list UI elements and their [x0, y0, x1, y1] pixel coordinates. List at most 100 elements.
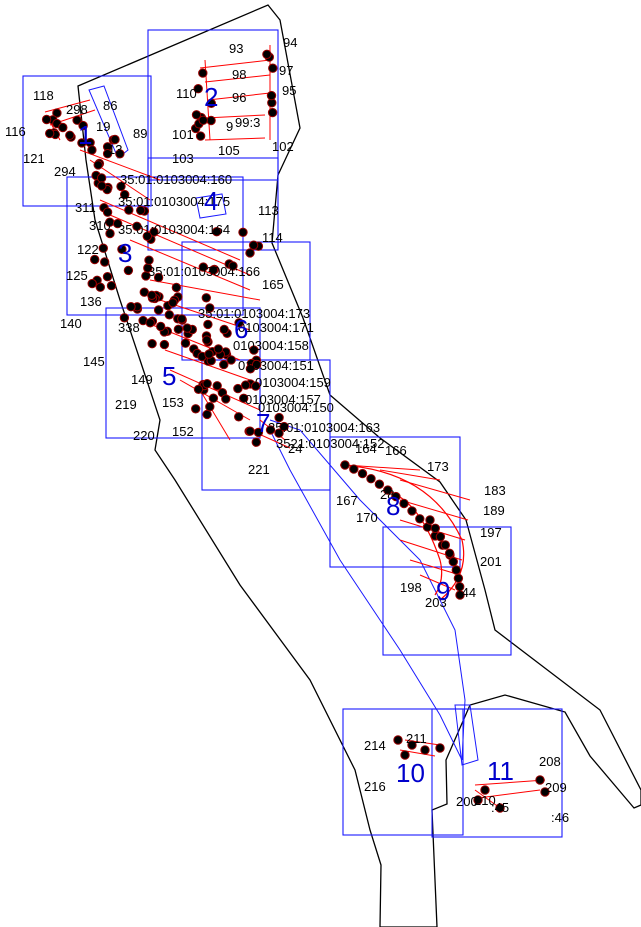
survey-point: [440, 540, 450, 550]
route-segment: [454, 704, 479, 766]
survey-point: [102, 149, 113, 159]
parcel-line: [474, 789, 501, 809]
point-label: 28: [380, 487, 394, 502]
survey-point: [228, 261, 238, 271]
survey-point: [206, 98, 217, 109]
point-label: :46: [551, 810, 569, 825]
point-label: 96: [232, 90, 246, 105]
survey-point: [249, 345, 259, 355]
survey-point: [425, 515, 435, 525]
survey-point: [221, 394, 231, 404]
survey-point: [195, 131, 206, 141]
point-label: 136: [80, 294, 102, 309]
survey-point: [202, 335, 212, 345]
survey-point: [58, 122, 68, 133]
survey-point: [265, 425, 276, 435]
point-label: 216: [364, 779, 386, 794]
survey-point: [65, 130, 75, 141]
survey-point: [198, 68, 208, 78]
point-label: 170: [356, 510, 378, 525]
survey-point: [115, 149, 125, 159]
territory-boundary: [77, 4, 641, 927]
survey-point: [274, 428, 284, 438]
survey-point: [202, 379, 212, 389]
point-label: 164: [355, 441, 377, 456]
survey-point: [226, 355, 236, 365]
parcel-line: [207, 92, 271, 101]
sheet-number-9: 9: [436, 576, 450, 606]
parcel-line: [169, 369, 261, 411]
parcel-line: [199, 59, 271, 69]
survey-point: [444, 548, 455, 558]
survey-point: [266, 90, 277, 101]
survey-point: [420, 745, 430, 755]
parcel-line: [79, 149, 161, 181]
survey-point: [205, 303, 215, 313]
sheet-frame-2: [147, 29, 279, 181]
sheet-number-11: 11: [487, 756, 514, 786]
sheet-frame-10: [342, 708, 464, 836]
parcel-arc: [384, 489, 443, 596]
survey-point: [473, 795, 483, 805]
cadastral-number: 35:01:0103004:175: [118, 194, 230, 209]
survey-point: [142, 231, 153, 242]
survey-point: [180, 338, 191, 348]
point-label: 203: [425, 595, 447, 610]
point-label: 311: [75, 200, 96, 215]
survey-point: [198, 115, 208, 126]
cadastral-labels: 35:01:0103004:160 35:01:0103004:175 35:01:…: [118, 172, 384, 451]
point-label: 125: [66, 268, 88, 283]
survey-point: [100, 257, 110, 267]
point-label: 209: [545, 780, 567, 795]
survey-point: [93, 160, 103, 170]
survey-point: [204, 349, 214, 359]
survey-point: [45, 128, 55, 139]
sheet-number-7: 7: [256, 408, 270, 438]
point-label: 221: [248, 462, 270, 477]
survey-point: [241, 380, 251, 390]
survey-point: [177, 314, 187, 324]
point-label: 167: [336, 493, 358, 508]
survey-point: [202, 409, 212, 420]
survey-point: [219, 359, 229, 370]
survey-point: [366, 474, 376, 484]
survey-point: [253, 427, 264, 438]
sheet-frame-9: [382, 526, 512, 656]
survey-point: [87, 145, 97, 155]
point-label: 200: [456, 794, 478, 809]
sheet-number-1: 1: [78, 120, 92, 150]
survey-point: [182, 323, 192, 333]
survey-point: [124, 205, 134, 215]
survey-point: [208, 265, 219, 275]
point-label: 198: [400, 580, 422, 595]
point-label: 113: [258, 203, 279, 218]
route-segment: [195, 193, 227, 219]
survey-point: [159, 339, 170, 350]
cadastral-number: 0103004:159: [255, 375, 331, 390]
point-label: 210: [474, 793, 496, 808]
survey-point: [173, 324, 184, 334]
point-label: 97: [279, 63, 293, 78]
point-label: 19: [96, 119, 110, 134]
point-label: 98: [232, 67, 246, 82]
survey-point: [205, 402, 215, 412]
survey-point: [212, 227, 222, 237]
survey-point: [455, 590, 465, 600]
survey-point: [164, 310, 175, 320]
survey-point: [349, 464, 359, 474]
point-label: 93: [229, 41, 243, 56]
survey-point: [105, 228, 115, 239]
survey-point: [415, 514, 425, 524]
point-label: 152: [172, 424, 194, 439]
point-label: 140: [60, 316, 82, 331]
point-label: 116: [5, 124, 26, 139]
cadastral-number: 35:01:0103004:160: [120, 172, 232, 187]
territory-outline: [77, 4, 641, 927]
cadastral-number: 0103004:151: [238, 358, 314, 373]
survey-point: [112, 218, 123, 229]
survey-point: [41, 114, 52, 125]
point-label: 298: [66, 102, 88, 117]
survey-point: [212, 381, 222, 391]
survey-point: [116, 181, 126, 192]
parcel-line: [199, 389, 231, 441]
